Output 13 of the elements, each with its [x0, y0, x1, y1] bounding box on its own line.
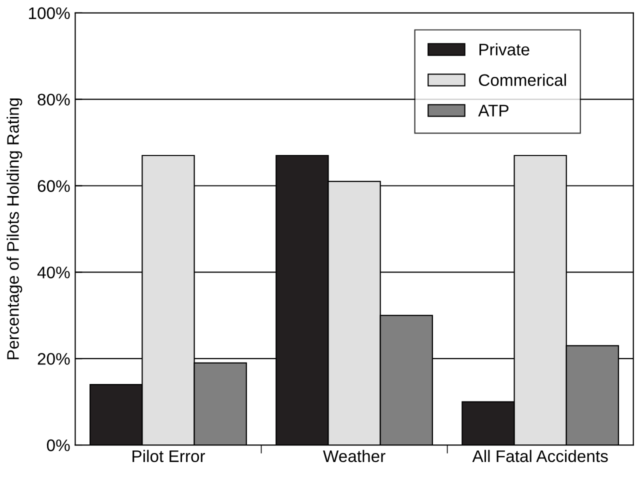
y-tick-label: 60%: [38, 180, 70, 192]
y-axis-title: Percentage of Pilots Holding Rating: [6, 98, 22, 360]
y-tick-label: 80%: [38, 94, 70, 106]
x-tick-label: Pilot Error: [132, 450, 206, 462]
y-tick-label: 20%: [38, 352, 70, 365]
y-tick-label: 100%: [29, 7, 70, 20]
y-tick-label: 40%: [37, 266, 70, 278]
y-tick-label: 0%: [46, 439, 70, 452]
legend-label: ATP: [478, 104, 508, 116]
legend-label: Commerical: [478, 74, 566, 86]
x-tick-label: All Fatal Accidents: [472, 450, 608, 462]
legend-label: Private: [480, 43, 530, 56]
x-tick-label: Weather: [323, 450, 386, 462]
